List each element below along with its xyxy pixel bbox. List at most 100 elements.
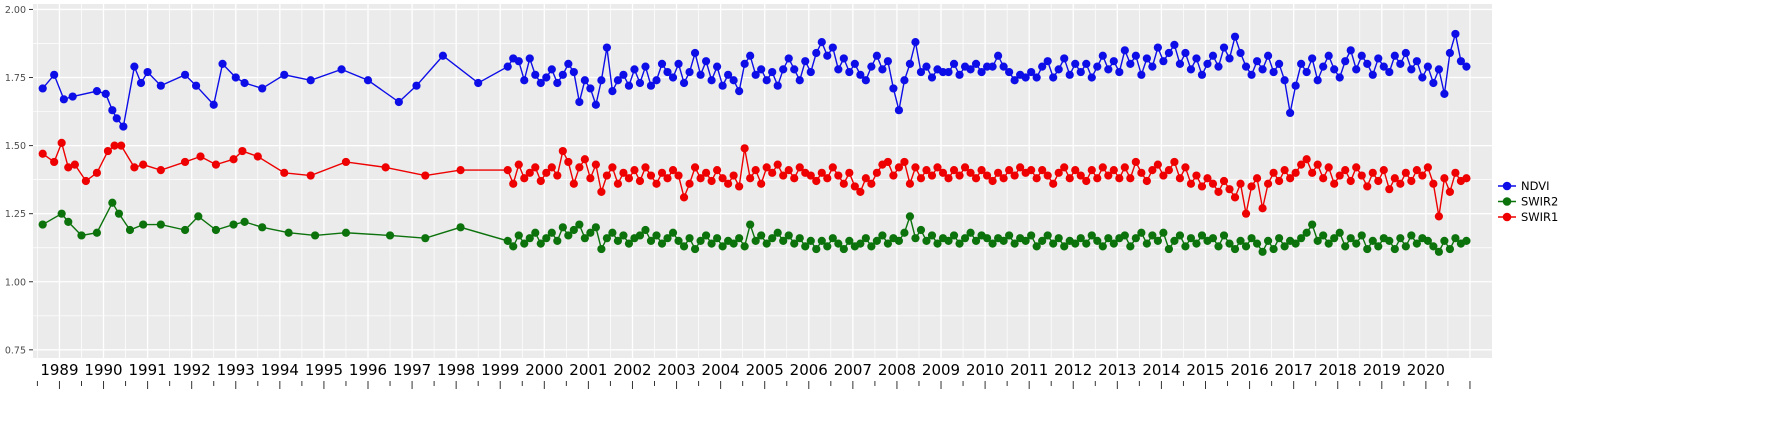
swir2-point: [1407, 231, 1416, 240]
ndvi-point: [1269, 67, 1278, 77]
y-tick-label: 1.00: [5, 277, 26, 288]
ndvi-point: [878, 65, 887, 74]
ndvi-point: [1219, 43, 1229, 52]
swir1-point: [280, 168, 289, 177]
ndvi-point: [944, 67, 953, 77]
swir2-point: [311, 231, 320, 240]
ndvi-point: [834, 65, 843, 74]
ndvi-point: [977, 67, 986, 77]
swir1-point: [1203, 174, 1212, 183]
swir2-point: [949, 231, 959, 240]
swir2-point: [520, 239, 529, 248]
swir1-point: [960, 163, 970, 172]
swir1-point: [1423, 163, 1432, 172]
swir1-point: [1308, 168, 1317, 177]
ndvi-point: [597, 76, 606, 85]
ndvi-point: [619, 70, 628, 79]
swir2-point: [57, 209, 66, 218]
swir1-point: [894, 163, 904, 172]
ndvi-point: [1324, 51, 1333, 60]
swir2-point: [707, 239, 716, 248]
ndvi-point: [143, 67, 152, 77]
ndvi-point: [1208, 51, 1218, 60]
ndvi-point: [1098, 51, 1107, 60]
swir1-point: [1401, 168, 1410, 177]
swir1-point: [1175, 174, 1185, 183]
swir1-point: [994, 168, 1003, 177]
swir2-point: [784, 231, 793, 240]
legend-item-swir2: SWIR2: [1498, 195, 1558, 209]
swir1-point: [1032, 174, 1041, 183]
swir2-point: [575, 220, 584, 229]
swir1-point: [1451, 168, 1460, 177]
swir1-point: [1462, 174, 1471, 183]
ndvi-point: [1148, 62, 1157, 71]
swir1-point: [663, 174, 672, 183]
ndvi-point: [624, 81, 634, 90]
ndvi-point: [119, 122, 128, 131]
swir1-point: [514, 160, 523, 169]
swir1-point: [1225, 185, 1234, 194]
ndvi-point: [845, 67, 854, 77]
ndvi-point: [999, 62, 1008, 71]
swir1-point: [1043, 171, 1052, 180]
ndvi-point: [136, 78, 146, 88]
swir2-point: [696, 236, 705, 246]
swir1-point: [558, 146, 567, 156]
swir1-point: [762, 163, 771, 172]
swir2-point: [211, 225, 221, 235]
swir1-point: [1291, 168, 1300, 177]
swir2-point: [92, 228, 102, 237]
swir2-point: [916, 225, 926, 235]
ndvi-point: [850, 59, 859, 69]
swir2-point: [156, 220, 165, 229]
swir1-point: [1159, 171, 1168, 180]
ndvi-point: [1352, 65, 1361, 74]
swir1-point: [117, 141, 126, 150]
swir1-point: [916, 174, 926, 183]
swir1-point: [757, 179, 766, 188]
ndvi-point: [608, 87, 617, 96]
swir2-point: [77, 231, 86, 240]
swir2-point: [971, 236, 981, 246]
swir1-point: [503, 166, 512, 175]
swir1-point: [1241, 209, 1251, 218]
ndvi-point: [746, 51, 755, 60]
ndvi-point: [916, 67, 926, 77]
swir1-point: [850, 182, 859, 191]
legend-key-dot-swir2: [1502, 197, 1512, 206]
swir1-point: [724, 179, 733, 188]
ndvi-point: [707, 76, 716, 85]
ndvi-point: [823, 51, 832, 60]
swir1-point: [1054, 168, 1063, 177]
ndvi-point: [553, 78, 562, 88]
swir1-point: [740, 144, 749, 153]
swir2-point: [139, 220, 148, 229]
swir1-point: [520, 174, 529, 183]
swir2-point: [746, 220, 755, 229]
swir1-point: [547, 163, 556, 172]
swir1-point: [591, 160, 600, 169]
swir1-point: [1297, 160, 1306, 169]
swir1-point: [944, 174, 953, 183]
ndvi-point: [1462, 62, 1471, 71]
ndvi-point: [1082, 59, 1091, 69]
x-tick-label: 2006: [790, 361, 828, 379]
x-tick-label: 1995: [305, 361, 343, 379]
swir2-point: [613, 236, 623, 246]
swir1-point: [509, 179, 518, 188]
swir2-point: [1297, 234, 1306, 243]
swir2-point: [1374, 242, 1383, 251]
ndvi-point: [1186, 65, 1196, 74]
ndvi-point: [1429, 78, 1438, 88]
swir1-point: [196, 152, 205, 161]
swir2-point: [1082, 239, 1091, 248]
ndvi-point: [1247, 70, 1256, 79]
swir1-point: [839, 179, 848, 188]
swir2-point: [1010, 239, 1019, 248]
swir1-point: [70, 160, 79, 169]
ndvi-point: [1308, 54, 1317, 63]
swir2-point: [867, 242, 876, 251]
swir1-point: [1170, 157, 1179, 167]
x-tick-label: 1990: [84, 361, 122, 379]
